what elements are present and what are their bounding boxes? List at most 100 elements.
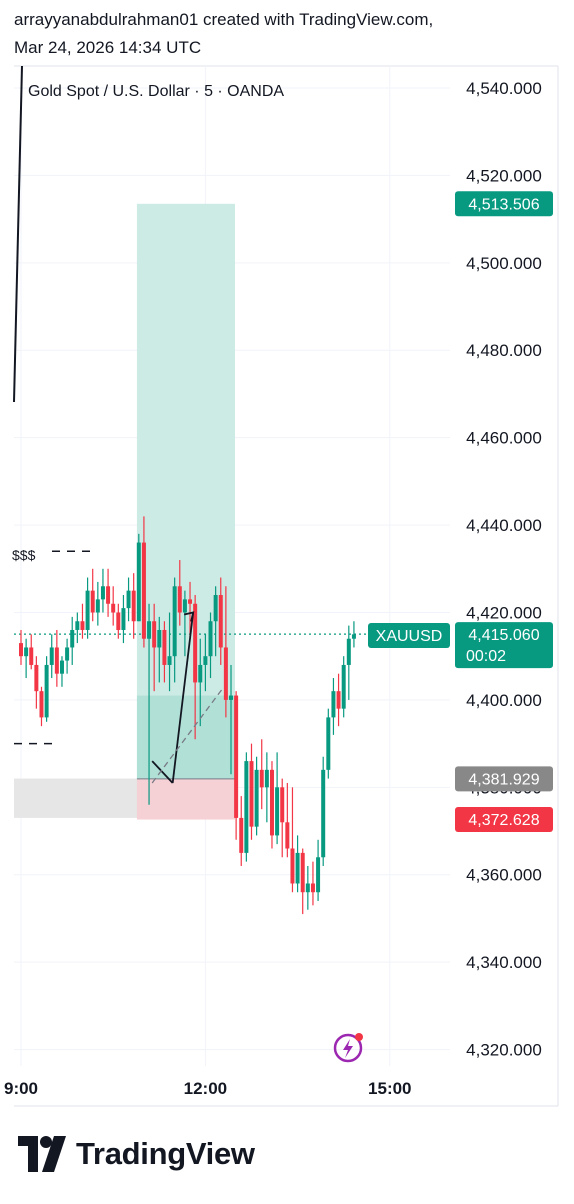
candle-body [141, 542, 146, 639]
symbol-title: Gold Spot / U.S. Dollar · 5 · OANDA [28, 83, 284, 100]
candle-body [157, 629, 162, 648]
brand-name: TradingView [76, 1136, 255, 1171]
candle-body [275, 787, 280, 836]
candle-body [331, 691, 336, 718]
trend-line [13, 65, 23, 403]
candle-body [264, 769, 269, 788]
candle-body [126, 590, 131, 609]
grid-lines [14, 65, 559, 1107]
candle-body [295, 852, 300, 884]
candles [19, 516, 356, 915]
tradingview-brand: TradingView [16, 1134, 255, 1174]
profit-progress-zone [136, 695, 236, 779]
candle-body [321, 769, 326, 858]
candle-body [59, 660, 64, 674]
price-badge-label: 4,415.060 [468, 627, 539, 644]
x-tick-label: 12:00 [184, 1079, 227, 1098]
candle-body [188, 599, 193, 604]
countdown-label: 00:02 [466, 648, 506, 665]
y-tick-label: 4,500.000 [466, 254, 542, 273]
candle-body [19, 643, 23, 657]
candle-body [305, 883, 310, 893]
candle-body [244, 761, 249, 853]
candle-body [177, 586, 182, 613]
price-badge-label: 4,513.506 [468, 196, 539, 213]
lightning-icon[interactable] [333, 1033, 363, 1063]
candle-body [116, 612, 121, 630]
loss-zone [136, 778, 236, 820]
y-tick-label: 4,360.000 [466, 866, 542, 885]
y-tick-label: 4,460.000 [466, 429, 542, 448]
candle-body [310, 883, 315, 893]
price-badge [455, 807, 553, 833]
candle-body [259, 769, 264, 788]
price-badge [455, 766, 553, 792]
candle-body [316, 857, 321, 893]
candle-body [90, 590, 95, 613]
candle-body [136, 542, 141, 622]
y-tick-label: 4,480.000 [466, 341, 542, 360]
candle-body [54, 647, 59, 674]
creator-line: arrayyanabdulrahman01 created with Tradi… [14, 10, 434, 29]
time-axis: 9:00 12:00 15:00 [4, 1079, 412, 1098]
candle-body [80, 621, 85, 630]
candle-body [29, 647, 34, 665]
candle-body [249, 761, 254, 827]
candle-body [44, 664, 49, 718]
candle-body [100, 586, 105, 600]
candle-body [193, 603, 198, 683]
candle-body [351, 634, 356, 639]
price-badge [455, 622, 553, 669]
chart-attribution: arrayyanabdulrahman01 created with Tradi… [14, 6, 433, 62]
candle-body [106, 586, 111, 604]
candle-body [24, 647, 29, 657]
candle-body [234, 695, 239, 818]
price-badges: 4,513.506 4,415.060 00:02 4,381.929 4,372.62… [455, 191, 553, 833]
candle-body [223, 647, 228, 700]
candle-body [198, 664, 203, 683]
candle-body [147, 621, 152, 639]
candle-body [34, 664, 39, 692]
candle-body [290, 848, 295, 884]
y-tick-label: 4,340.000 [466, 953, 542, 972]
candle-body [111, 603, 116, 613]
candle-body [172, 586, 177, 657]
candle-body [254, 769, 259, 827]
candle-body [336, 691, 341, 709]
candle-body [218, 595, 223, 648]
candle-body [85, 590, 90, 630]
candle-body [300, 852, 305, 893]
candle-body [203, 656, 208, 665]
swing-line [171, 612, 195, 784]
drawing-overlays [13, 65, 225, 784]
arrow-head-icon [183, 611, 195, 622]
candle-body [152, 621, 157, 648]
candle-body [229, 695, 234, 700]
candle-body [39, 691, 44, 718]
candle-body [131, 590, 136, 622]
y-tick-label: 4,520.000 [466, 166, 542, 185]
candle-body [285, 822, 290, 849]
profit-zone [136, 203, 236, 779]
candle-body [75, 621, 80, 630]
y-tick-label: 4,320.000 [466, 1041, 542, 1060]
candle-body [208, 621, 213, 657]
x-tick-label: 15:00 [368, 1079, 411, 1098]
candle-body [49, 647, 54, 665]
position-zones [14, 203, 450, 820]
ticker-badge[interactable]: XAUUSD [368, 623, 450, 648]
liquidity-label: $$$ [12, 547, 36, 563]
price-badge-label: 4,372.628 [468, 812, 539, 829]
price-badge [455, 191, 553, 217]
candle-body [70, 629, 75, 648]
candle-body [121, 608, 126, 630]
ticker-label: XAUUSD [376, 628, 443, 645]
y-tick-label: 4,540.000 [466, 79, 542, 98]
candle-body [326, 717, 331, 770]
candle-body [182, 599, 187, 613]
swing-line [151, 760, 174, 784]
y-tick-label: 4,440.000 [466, 516, 542, 535]
candle-body [213, 595, 218, 622]
